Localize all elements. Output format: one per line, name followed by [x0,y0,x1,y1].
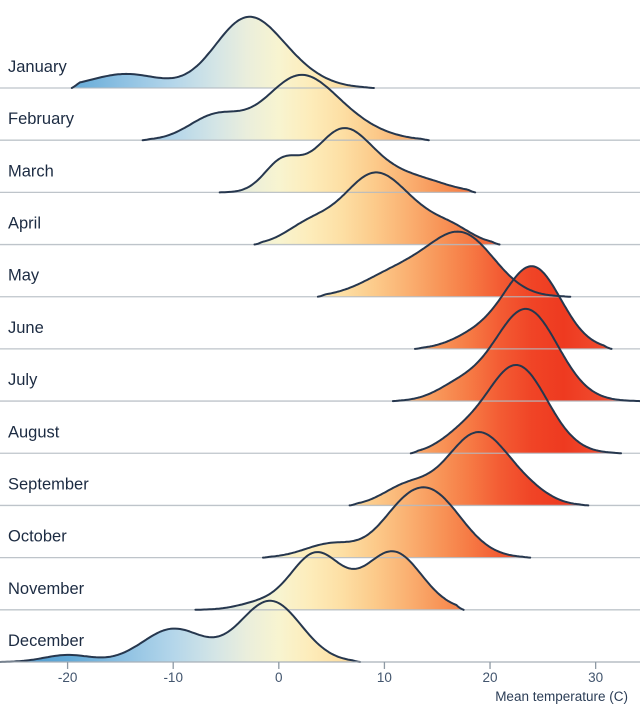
month-label-september: September [8,475,89,493]
ridge-outline-september [348,431,590,507]
ridge-fill-december [0,600,361,662]
ridge-fill-june [415,266,612,349]
month-label-july: July [8,371,38,389]
x-tick-label: 0 [275,670,283,685]
x-tick-label: -20 [58,670,78,685]
ridge-outline-october [262,486,532,559]
ridge-outline-november [194,550,465,611]
month-label-august: August [8,423,60,441]
month-label-june: June [8,319,44,337]
month-label-october: October [8,528,67,546]
ridge-outline-may [316,230,572,298]
x-tick-label: 30 [588,670,603,685]
ridge-outline-june [414,265,613,350]
ridge-outline-august [409,364,622,455]
ridge-fill-january [71,16,374,88]
ridge-outline-january [70,15,375,89]
month-label-december: December [8,632,85,650]
ridge-outline-february [141,73,430,142]
ridge-fill-march [219,128,476,193]
x-tick-label: 10 [377,670,392,685]
month-label-january: January [8,58,67,76]
ridge-outline-december [0,599,362,663]
month-label-april: April [8,215,41,233]
ridge-outline-april [253,171,501,246]
month-label-november: November [8,580,85,598]
month-label-may: May [8,267,40,285]
ridge-fill-april [254,172,500,245]
x-axis-title: Mean temperature (C) [495,689,628,704]
ridge-outline-march [218,127,477,194]
ridge-fill-november [195,551,464,610]
x-tick-label: 20 [483,670,498,685]
ridge-fill-may [317,231,571,297]
ridge-fill-october [263,487,531,558]
x-tick-label: -10 [163,670,183,685]
month-label-february: February [8,110,75,128]
month-label-march: March [8,162,54,180]
ridge-outline-july [391,307,640,403]
ridge-fill-september [349,432,589,506]
ridge-fill-february [142,74,429,141]
ridge-fill-august [410,365,621,454]
